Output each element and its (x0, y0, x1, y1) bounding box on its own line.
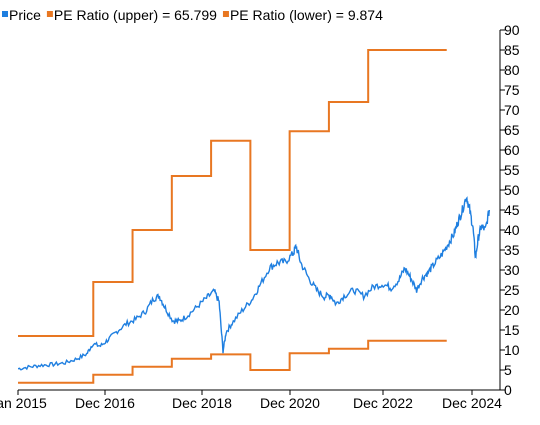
series-line-pe-ratio-upper (18, 49, 447, 337)
y-tick-label: 25 (504, 282, 520, 298)
y-tick-label: 90 (504, 22, 520, 38)
y-tick-label: 50 (504, 182, 520, 198)
x-tick-label: Jan 2015 (0, 395, 47, 411)
x-tick-label: Dec 2018 (172, 395, 232, 411)
legend-swatch (222, 11, 229, 17)
y-tick-label: 80 (504, 62, 520, 78)
legend-label: PE Ratio (lower) = 9.874 (230, 7, 383, 23)
legend-label: PE Ratio (upper) = 65.799 (54, 7, 217, 23)
legend-swatch (2, 11, 8, 17)
y-tick-label: 20 (504, 302, 520, 318)
x-tick-label: Dec 2024 (442, 395, 502, 411)
y-tick-label: 60 (504, 142, 520, 158)
y-tick-label: 55 (504, 162, 520, 178)
y-tick-label: 15 (504, 322, 520, 338)
y-tick-label: 0 (504, 382, 512, 398)
y-tick-label: 45 (504, 202, 520, 218)
x-tick-label: Dec 2022 (353, 395, 413, 411)
y-tick-label: 70 (504, 102, 520, 118)
y-tick-label: 75 (504, 82, 520, 98)
x-tick-label: Dec 2016 (75, 395, 135, 411)
legend-label: Price (9, 7, 41, 23)
y-tick-label: 30 (504, 262, 520, 278)
y-tick-label: 10 (504, 342, 520, 358)
y-tick-label: 40 (504, 222, 520, 238)
series-line-price (18, 196, 490, 371)
legend-swatch (46, 11, 53, 17)
x-tick-label: Dec 2020 (260, 395, 320, 411)
y-tick-label: 5 (504, 362, 512, 378)
y-tick-label: 35 (504, 242, 520, 258)
y-tick-label: 85 (504, 42, 520, 58)
series-line-pe-ratio-lower (18, 339, 447, 384)
y-tick-label: 65 (504, 122, 520, 138)
